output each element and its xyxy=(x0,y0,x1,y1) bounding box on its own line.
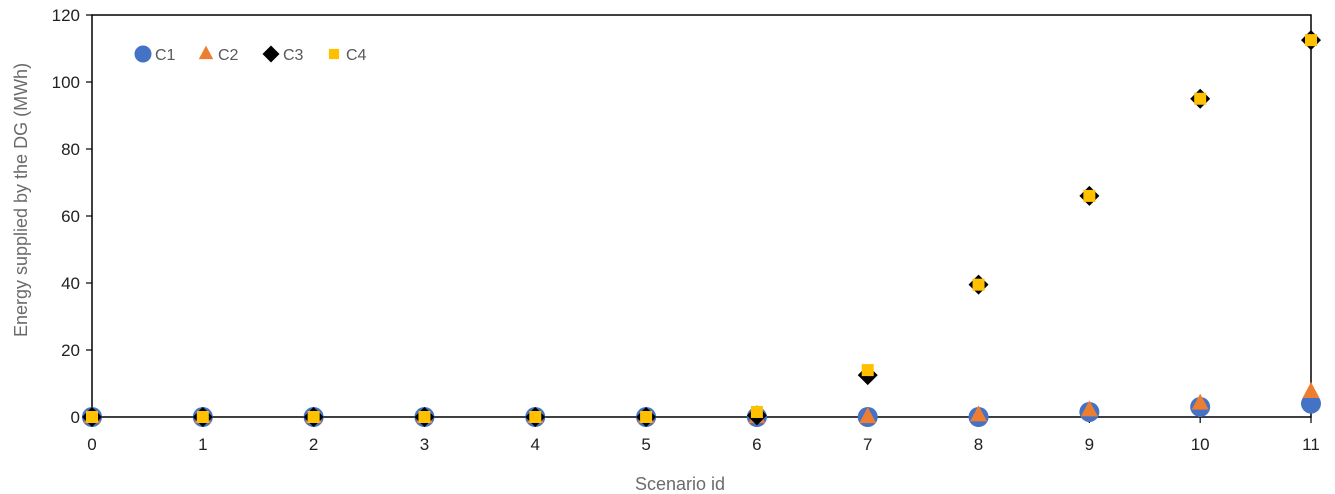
y-tick-label: 0 xyxy=(71,408,80,427)
x-tick-label: 6 xyxy=(752,435,761,454)
data-point-c4 xyxy=(972,278,985,291)
legend-item-c2: C2 xyxy=(198,45,239,64)
legend-item-c1: C1 xyxy=(134,45,176,64)
y-tick-label: 100 xyxy=(52,73,80,92)
x-tick-label: 4 xyxy=(531,435,540,454)
data-point-c4 xyxy=(1083,189,1096,202)
y-tick-label: 120 xyxy=(52,6,80,25)
data-point-c1 xyxy=(1301,393,1321,414)
series-c3 xyxy=(82,30,1321,427)
data-point-c4 xyxy=(861,364,874,377)
legend-item-c4: C4 xyxy=(328,47,367,64)
data-point-c2 xyxy=(1302,381,1320,398)
x-axis-title: Scenario id xyxy=(635,474,725,494)
y-axis-title: Energy supplied by the DG (MWh) xyxy=(11,63,31,337)
legend-marker xyxy=(134,45,152,63)
legend-label: C3 xyxy=(283,47,304,64)
x-tick-label: 3 xyxy=(420,435,429,454)
x-tick-label: 11 xyxy=(1302,435,1320,454)
legend-marker xyxy=(328,48,340,60)
legend-marker xyxy=(198,45,214,60)
x-tick-label: 7 xyxy=(863,435,872,454)
data-point-c4 xyxy=(529,411,542,423)
x-tick-label: 10 xyxy=(1191,435,1210,454)
legend-label: C1 xyxy=(155,47,176,64)
data-point-c2 xyxy=(1191,393,1209,410)
data-point-c4 xyxy=(640,411,653,423)
series-c4 xyxy=(86,34,1317,423)
x-tick-label: 9 xyxy=(1085,435,1094,454)
data-point-c2 xyxy=(859,407,877,424)
y-tick-label: 20 xyxy=(61,341,80,360)
data-point-c2 xyxy=(1080,400,1098,417)
y-tick-label: 80 xyxy=(61,140,80,159)
x-tick-label: 5 xyxy=(641,435,650,454)
legend-label: C4 xyxy=(346,47,367,64)
y-tick-label: 40 xyxy=(61,274,80,293)
data-point-c2 xyxy=(970,405,988,422)
y-tick-label: 60 xyxy=(61,207,80,226)
data-point-c4 xyxy=(307,411,320,423)
plot-area-frame xyxy=(91,14,1312,418)
data-point-c4 xyxy=(196,411,209,423)
data-point-c4 xyxy=(418,411,431,423)
legend-marker xyxy=(262,45,280,63)
x-tick-label: 2 xyxy=(309,435,318,454)
data-point-c4 xyxy=(750,405,763,418)
legend-item-c3: C3 xyxy=(262,45,304,64)
data-point-c4 xyxy=(1194,92,1207,105)
data-point-c4 xyxy=(1305,34,1317,47)
x-tick-label: 8 xyxy=(974,435,983,454)
legend-label: C2 xyxy=(218,47,239,64)
series-c1 xyxy=(82,393,1321,427)
x-tick-label: 0 xyxy=(87,435,96,454)
data-point-c4 xyxy=(86,411,98,423)
x-tick-label: 1 xyxy=(198,435,207,454)
